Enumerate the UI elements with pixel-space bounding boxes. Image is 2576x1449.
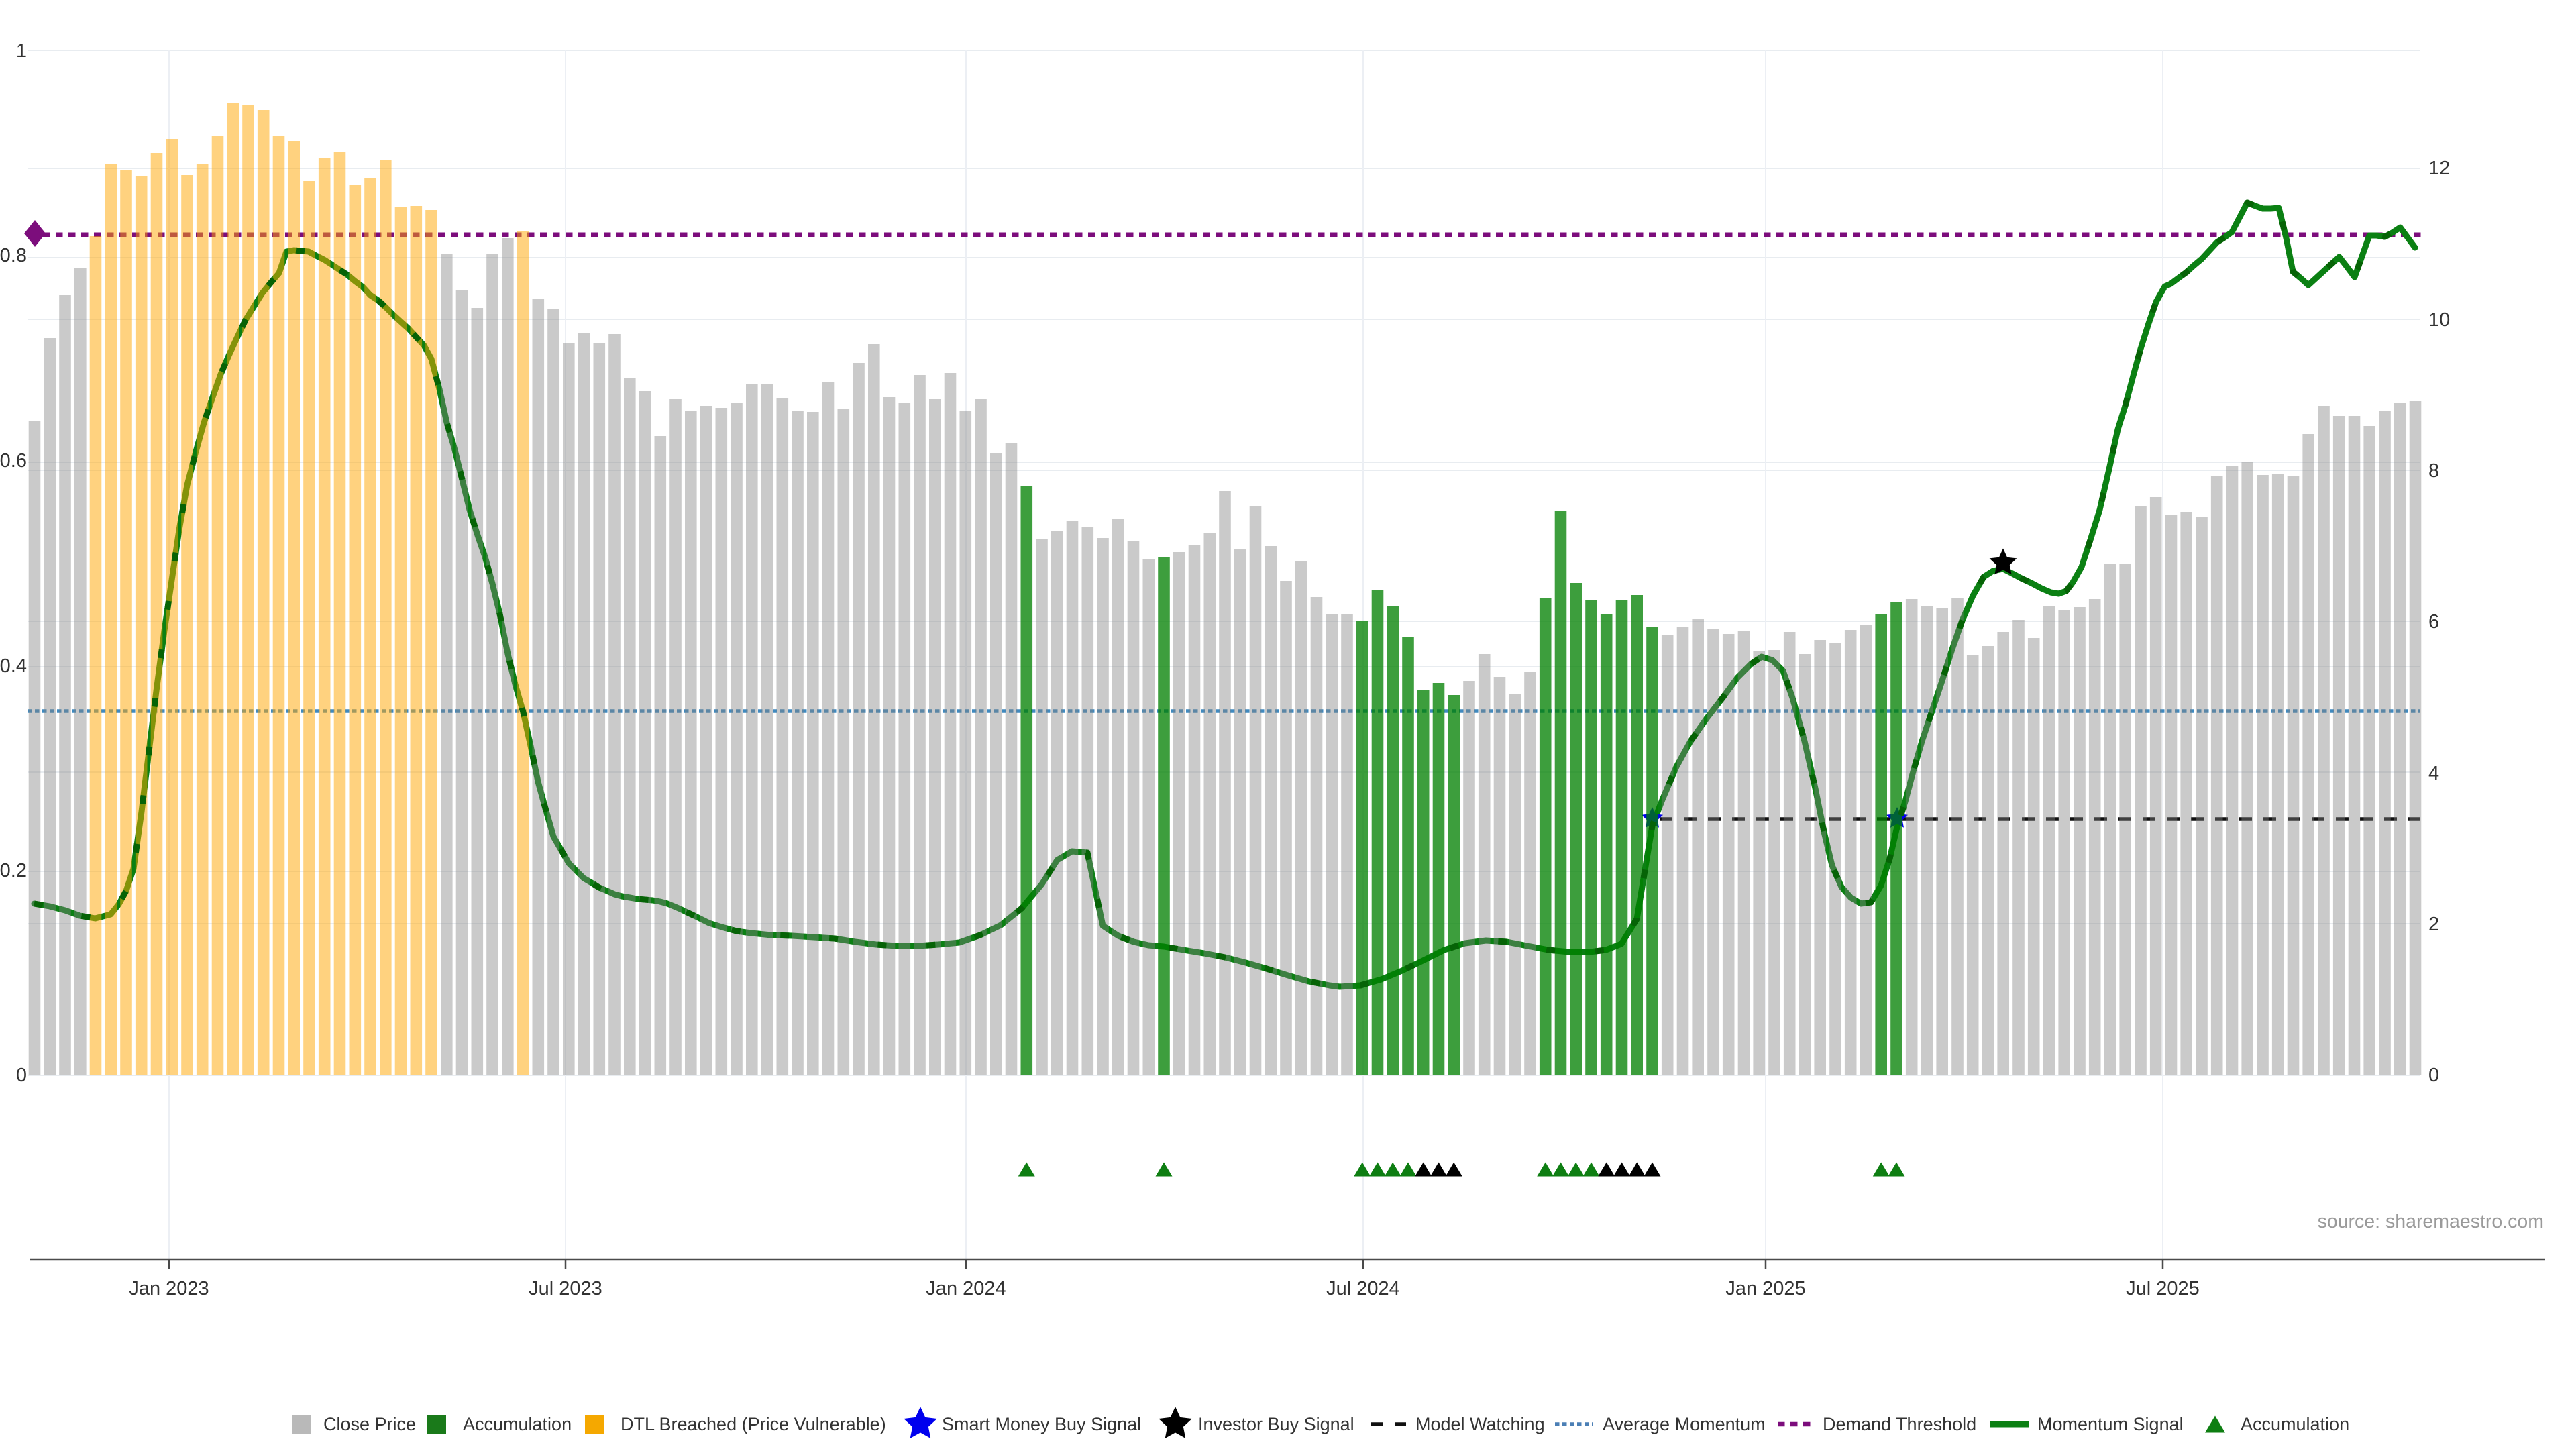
svg-text:Accumulation: Accumulation xyxy=(463,1414,572,1434)
svg-text:Jan 2023: Jan 2023 xyxy=(129,1278,209,1299)
svg-text:8: 8 xyxy=(2428,460,2439,482)
svg-text:0: 0 xyxy=(2428,1065,2439,1086)
svg-text:Jul 2023: Jul 2023 xyxy=(529,1278,602,1299)
svg-text:0.8: 0.8 xyxy=(0,245,27,266)
svg-text:Jul 2025: Jul 2025 xyxy=(2126,1278,2200,1299)
svg-text:0.2: 0.2 xyxy=(0,860,27,881)
svg-text:Investor Buy Signal: Investor Buy Signal xyxy=(1198,1414,1354,1434)
svg-text:4: 4 xyxy=(2428,763,2439,784)
svg-text:Jan 2025: Jan 2025 xyxy=(1725,1278,1805,1299)
svg-text:Jul 2024: Jul 2024 xyxy=(1326,1278,1400,1299)
svg-text:0: 0 xyxy=(16,1065,27,1086)
svg-text:1: 1 xyxy=(16,40,27,62)
svg-text:Jan 2024: Jan 2024 xyxy=(926,1278,1006,1299)
svg-text:Momentum Signal: Momentum Signal xyxy=(2037,1414,2184,1434)
svg-text:12: 12 xyxy=(2428,158,2450,179)
svg-text:2: 2 xyxy=(2428,914,2439,935)
svg-text:Model Watching: Model Watching xyxy=(1415,1414,1545,1434)
svg-text:10: 10 xyxy=(2428,309,2450,331)
svg-text:6: 6 xyxy=(2428,611,2439,633)
svg-text:Average Momentum: Average Momentum xyxy=(1603,1414,1766,1434)
svg-text:DTL Breached (Price Vulnerable: DTL Breached (Price Vulnerable) xyxy=(621,1414,886,1434)
svg-text:0.6: 0.6 xyxy=(0,450,27,472)
svg-text:Accumulation: Accumulation xyxy=(2241,1414,2349,1434)
svg-text:source: sharemaestro.com: source: sharemaestro.com xyxy=(2318,1211,2544,1232)
svg-text:Smart Money Buy Signal: Smart Money Buy Signal xyxy=(942,1414,1141,1434)
svg-text:Demand Threshold: Demand Threshold xyxy=(1823,1414,1976,1434)
svg-text:Close Price: Close Price xyxy=(323,1414,416,1434)
svg-text:0.4: 0.4 xyxy=(0,655,27,677)
